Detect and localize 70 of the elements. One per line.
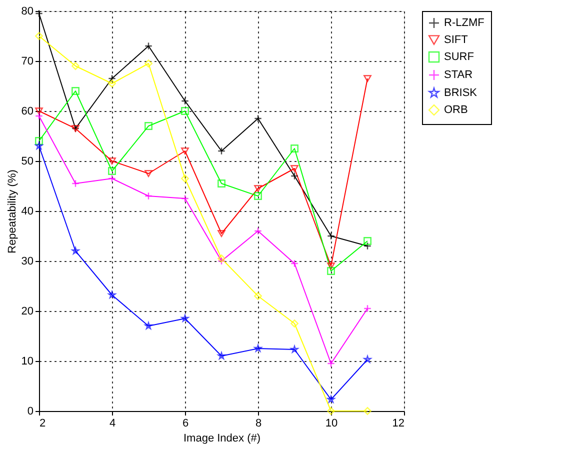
point xyxy=(108,157,116,165)
point xyxy=(327,262,335,270)
point xyxy=(218,254,226,262)
y-tick-label: 20 xyxy=(21,306,34,318)
point xyxy=(254,227,262,235)
point xyxy=(254,184,262,192)
point xyxy=(254,114,262,122)
point xyxy=(290,172,298,180)
point xyxy=(144,122,152,130)
point xyxy=(290,320,298,328)
point xyxy=(327,360,335,368)
point xyxy=(364,242,372,250)
y-tick-label: 10 xyxy=(21,356,34,368)
x-tick-label: 10 xyxy=(325,418,338,430)
x-tick-label: 8 xyxy=(255,418,262,430)
y-tick-label: 40 xyxy=(21,206,34,218)
legend-label: ORB xyxy=(444,104,468,116)
y-axis-title: Repeatability (%) xyxy=(6,170,18,254)
point xyxy=(218,147,226,155)
point xyxy=(364,407,372,415)
point xyxy=(327,407,335,415)
point xyxy=(290,144,298,152)
point xyxy=(108,174,116,182)
point xyxy=(364,304,372,312)
legend-label: SURF xyxy=(444,51,474,63)
point xyxy=(181,194,189,202)
x-tick-label: 6 xyxy=(182,418,189,430)
point xyxy=(72,87,80,95)
y-tick-label: 70 xyxy=(21,56,34,68)
point xyxy=(218,257,226,265)
point xyxy=(181,147,189,155)
point xyxy=(35,32,43,40)
point xyxy=(218,180,226,188)
point xyxy=(290,260,298,268)
point xyxy=(108,74,116,82)
point xyxy=(72,62,80,70)
y-tick-label: 60 xyxy=(21,106,34,118)
y-tick-label: 30 xyxy=(21,256,34,268)
point xyxy=(254,192,262,200)
point xyxy=(144,42,152,50)
x-axis-title: Image Index (#) xyxy=(183,432,261,444)
point xyxy=(290,164,298,172)
point xyxy=(35,107,43,115)
point xyxy=(108,80,116,88)
point xyxy=(108,167,116,175)
point xyxy=(327,267,335,275)
x-tick-label: 12 xyxy=(392,418,404,430)
legend-label: BRISK xyxy=(444,87,478,99)
point xyxy=(364,74,372,82)
point xyxy=(254,292,262,300)
x-tick-label: 4 xyxy=(109,418,116,430)
y-tick-label: 0 xyxy=(27,406,34,418)
point xyxy=(72,180,80,188)
legend-label: STAR xyxy=(444,69,473,81)
point xyxy=(218,230,226,238)
point xyxy=(181,107,189,115)
point xyxy=(327,232,335,240)
point xyxy=(35,112,43,120)
legend-label: R-LZMF xyxy=(444,17,485,29)
point xyxy=(144,170,152,178)
point xyxy=(181,97,189,105)
y-tick-label: 80 xyxy=(21,6,34,18)
point xyxy=(144,192,152,200)
x-tick-label: 2 xyxy=(40,418,46,430)
point xyxy=(144,60,152,68)
point xyxy=(364,237,372,245)
point xyxy=(181,174,189,182)
y-tick-label: 50 xyxy=(21,156,34,168)
point xyxy=(35,137,43,145)
legend-label: SIFT xyxy=(444,34,468,46)
